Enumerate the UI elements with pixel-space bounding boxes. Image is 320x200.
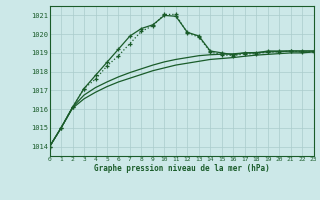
X-axis label: Graphe pression niveau de la mer (hPa): Graphe pression niveau de la mer (hPa) xyxy=(94,164,269,173)
